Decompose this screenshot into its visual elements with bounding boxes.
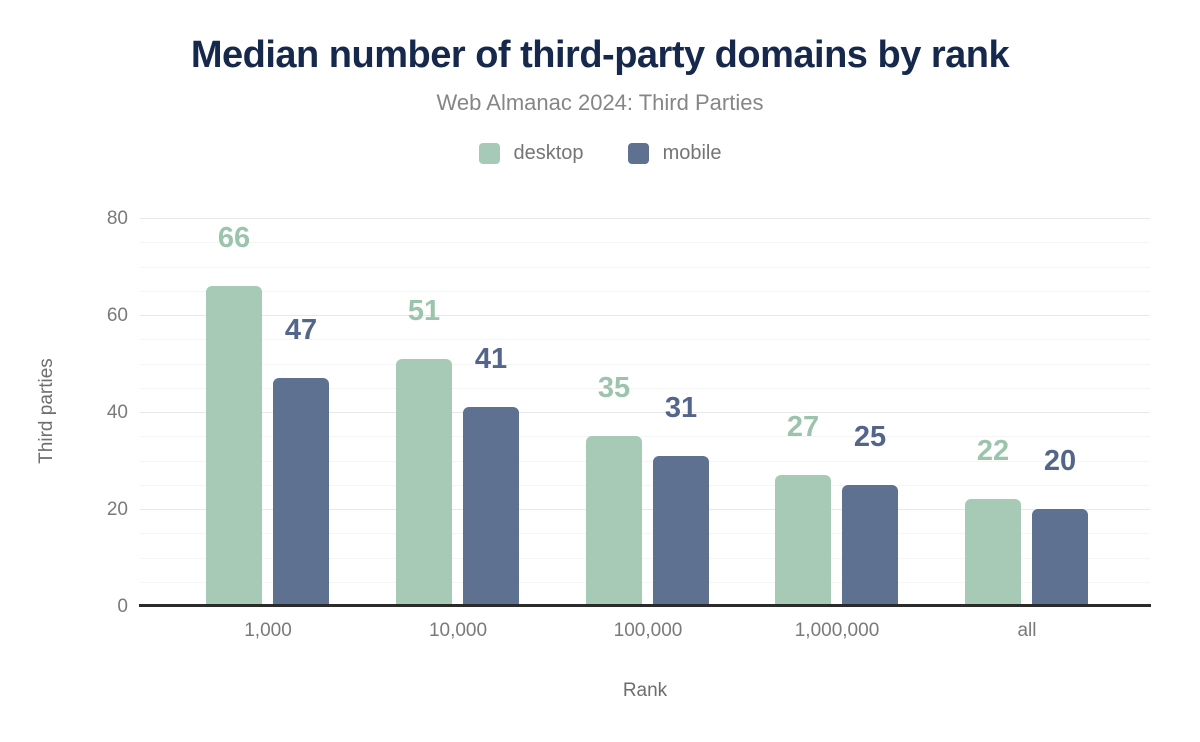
- bar-value-label-desktop: 66: [217, 221, 251, 254]
- bar-value-label-mobile: 25: [853, 420, 887, 453]
- x-axis-tick-label: 1,000: [244, 620, 292, 641]
- bar-desktop-all[interactable]: [965, 499, 1021, 606]
- minor-gridline: [140, 436, 1150, 437]
- minor-gridline: [140, 339, 1150, 340]
- legend-swatch-mobile-icon: [627, 143, 649, 164]
- bar-value-label-desktop: 22: [976, 435, 1010, 468]
- y-axis-tick-label: 0: [117, 596, 128, 617]
- bar-desktop-1000[interactable]: [206, 285, 262, 606]
- y-axis-title: Third parties: [36, 358, 57, 464]
- major-gridline: [140, 315, 1150, 316]
- major-gridline: [140, 412, 1150, 413]
- bar-value-label-mobile: 41: [474, 343, 508, 376]
- bar-mobile-10000[interactable]: [463, 407, 519, 606]
- legend: desktop mobile: [0, 142, 1200, 165]
- x-axis-line: [139, 604, 1151, 607]
- bar-mobile-1000000[interactable]: [842, 484, 898, 606]
- minor-gridline: [140, 533, 1150, 534]
- chart-subtitle: Web Almanac 2024: Third Parties: [436, 90, 764, 115]
- x-axis-tick-label: all: [1017, 620, 1037, 641]
- y-axis-tick-label: 20: [106, 499, 128, 520]
- bar-mobile-100000[interactable]: [653, 455, 709, 606]
- minor-gridline: [140, 242, 1150, 243]
- bar-desktop-1000000[interactable]: [775, 475, 831, 606]
- x-axis-title: Rank: [622, 680, 668, 701]
- legend-label-desktop: desktop: [513, 142, 584, 164]
- bar-value-label-mobile: 20: [1043, 445, 1077, 477]
- bar-desktop-10000[interactable]: [396, 358, 452, 606]
- bar-value-label-desktop: 27: [786, 411, 820, 444]
- bar-mobile-all[interactable]: [1032, 509, 1088, 606]
- minor-gridline: [140, 291, 1150, 292]
- bar-value-label-mobile: 31: [664, 391, 698, 424]
- minor-gridline: [140, 485, 1150, 486]
- minor-gridline: [140, 582, 1150, 583]
- legend-item-desktop[interactable]: desktop: [478, 142, 584, 165]
- minor-gridline: [140, 558, 1150, 559]
- bar-desktop-100000[interactable]: [586, 436, 642, 606]
- legend-swatch-desktop-icon: [478, 143, 500, 164]
- y-axis-tick-label: 60: [106, 305, 128, 326]
- bar-mobile-1000[interactable]: [273, 378, 329, 606]
- y-axis-tick-label: 80: [106, 208, 128, 229]
- legend-label-mobile: mobile: [662, 142, 722, 164]
- x-axis-tick-label: 100,000: [613, 620, 683, 641]
- legend-item-mobile[interactable]: mobile: [627, 142, 722, 165]
- bar-value-label-desktop: 51: [407, 294, 441, 327]
- minor-gridline: [140, 364, 1150, 365]
- chart-title: Median number of third-party domains by …: [190, 34, 1010, 76]
- major-gridline: [140, 509, 1150, 510]
- x-axis-tick-label: 10,000: [428, 620, 488, 641]
- minor-gridline: [140, 267, 1150, 268]
- bar-value-label-desktop: 35: [597, 372, 631, 405]
- y-axis-tick-label: 40: [106, 402, 128, 423]
- x-axis-tick-label: 1,000,000: [794, 620, 880, 641]
- minor-gridline: [140, 461, 1150, 462]
- bar-value-label-mobile: 47: [284, 314, 318, 347]
- major-gridline: [140, 218, 1150, 219]
- minor-gridline: [140, 388, 1150, 389]
